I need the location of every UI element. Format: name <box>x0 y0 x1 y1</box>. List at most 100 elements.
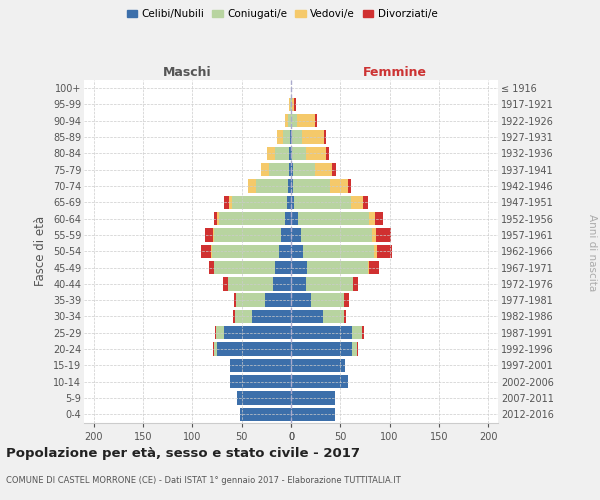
Bar <box>325 146 329 160</box>
Bar <box>269 163 289 176</box>
Y-axis label: Fasce di età: Fasce di età <box>34 216 47 286</box>
Bar <box>273 277 291 290</box>
Bar <box>344 294 349 307</box>
Bar <box>306 277 353 290</box>
Bar <box>291 212 298 226</box>
Bar <box>213 342 214 356</box>
Bar <box>289 163 291 176</box>
Bar <box>289 98 290 111</box>
Bar <box>290 98 291 111</box>
Bar <box>291 130 292 144</box>
Bar <box>291 408 335 421</box>
Bar <box>277 130 283 144</box>
Bar <box>323 310 344 323</box>
Bar <box>294 196 351 209</box>
Bar <box>298 212 369 226</box>
Bar <box>212 244 279 258</box>
Bar <box>311 294 344 307</box>
Bar <box>291 228 301 241</box>
Bar <box>369 212 375 226</box>
Bar <box>229 196 232 209</box>
Bar <box>228 277 273 290</box>
Bar <box>352 326 362 340</box>
Bar <box>234 294 236 307</box>
Bar <box>376 228 391 241</box>
Bar <box>289 146 291 160</box>
Bar <box>279 244 291 258</box>
Text: Popolazione per età, sesso e stato civile - 2017: Popolazione per età, sesso e stato civil… <box>6 448 360 460</box>
Bar <box>230 375 291 388</box>
Bar <box>214 228 281 241</box>
Bar <box>331 180 348 192</box>
Bar <box>236 294 265 307</box>
Bar <box>240 408 291 421</box>
Bar <box>291 196 294 209</box>
Bar <box>323 130 325 144</box>
Bar <box>287 196 291 209</box>
Bar <box>288 180 291 192</box>
Bar <box>291 392 335 404</box>
Bar <box>202 244 211 258</box>
Bar <box>297 114 314 128</box>
Bar <box>248 180 256 192</box>
Bar <box>352 342 357 356</box>
Bar <box>224 326 291 340</box>
Bar <box>374 244 377 258</box>
Bar <box>268 146 275 160</box>
Bar <box>265 294 291 307</box>
Bar <box>291 277 306 290</box>
Bar <box>214 261 275 274</box>
Bar <box>291 261 307 274</box>
Bar <box>362 326 364 340</box>
Bar <box>209 261 214 274</box>
Bar <box>291 326 352 340</box>
Bar <box>344 310 346 323</box>
Bar <box>351 196 363 209</box>
Bar <box>301 228 372 241</box>
Bar <box>369 261 379 274</box>
Bar <box>291 375 348 388</box>
Bar <box>230 358 291 372</box>
Bar <box>213 228 214 241</box>
Bar <box>314 163 332 176</box>
Bar <box>292 130 302 144</box>
Bar <box>291 180 293 192</box>
Bar <box>375 212 383 226</box>
Bar <box>292 146 306 160</box>
Bar <box>256 180 288 192</box>
Bar <box>291 146 292 160</box>
Bar <box>353 277 358 290</box>
Bar <box>363 196 368 209</box>
Bar <box>219 212 285 226</box>
Legend: Celibi/Nubili, Coniugati/e, Vedovi/e, Divorziati/e: Celibi/Nubili, Coniugati/e, Vedovi/e, Di… <box>122 5 442 24</box>
Bar <box>291 358 345 372</box>
Bar <box>251 310 291 323</box>
Bar <box>357 342 358 356</box>
Bar <box>291 310 323 323</box>
Bar <box>291 244 303 258</box>
Bar <box>372 228 376 241</box>
Bar <box>291 294 311 307</box>
Bar <box>285 212 291 226</box>
Title: Femmine: Femmine <box>362 66 427 79</box>
Text: Anni di nascita: Anni di nascita <box>587 214 597 291</box>
Bar <box>303 244 374 258</box>
Bar <box>233 310 235 323</box>
Bar <box>211 244 212 258</box>
Bar <box>217 212 219 226</box>
Bar <box>214 342 217 356</box>
Bar <box>281 228 291 241</box>
Bar <box>215 326 216 340</box>
Bar <box>285 114 288 128</box>
Bar <box>224 196 229 209</box>
Bar <box>294 98 296 111</box>
Title: Maschi: Maschi <box>163 66 212 79</box>
Bar <box>283 130 290 144</box>
Bar <box>275 146 289 160</box>
Bar <box>332 163 337 176</box>
Bar <box>237 392 291 404</box>
Bar <box>205 228 213 241</box>
Bar <box>293 163 314 176</box>
Bar <box>291 98 292 111</box>
Bar <box>302 130 323 144</box>
